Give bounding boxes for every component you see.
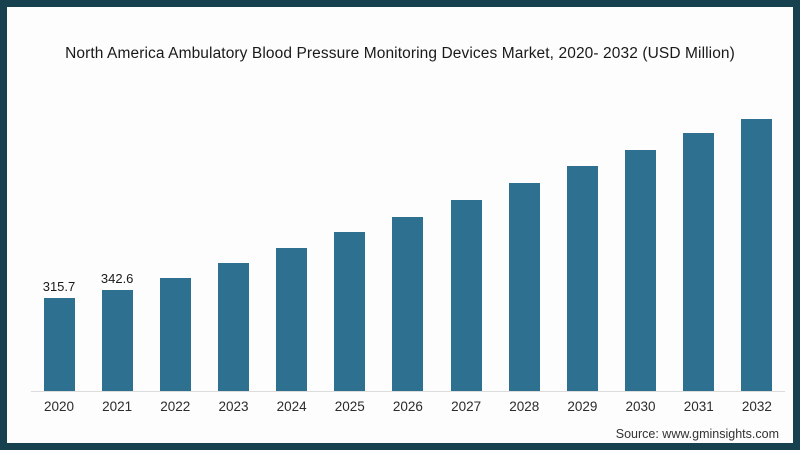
bar-value-label-2021: 342.6: [100, 270, 134, 286]
bar-2023: [217, 262, 249, 391]
bar-column-2024: [264, 95, 320, 391]
bar-value-label-2020: 315.7: [42, 278, 76, 294]
bar-column-2021: 342.6: [89, 95, 145, 391]
x-tick-label-2026: 2026: [392, 399, 423, 414]
x-tick-label-2032: 2032: [741, 399, 772, 414]
bar-2026: [392, 216, 424, 391]
bar-2029: [566, 166, 598, 391]
bar-column-2028: [496, 95, 552, 391]
x-tick-label-2022: 2022: [160, 399, 191, 414]
bar-2022: [159, 278, 191, 391]
source-credit: Source: www.gminsights.com: [615, 427, 779, 441]
bar-2024: [276, 247, 308, 391]
x-tick-label-2023: 2023: [218, 399, 249, 414]
x-tick-label-2027: 2027: [451, 399, 482, 414]
bar-column-2026: [380, 95, 436, 391]
bar-column-2029: [554, 95, 610, 391]
bar-column-2023: [205, 95, 261, 391]
bar-2027: [450, 200, 482, 391]
bar-column-2030: [613, 95, 669, 391]
x-tick-label-2030: 2030: [625, 399, 656, 414]
bar-2025: [334, 232, 366, 391]
x-tick-label-2020: 2020: [43, 399, 75, 414]
x-tick-label-2024: 2024: [276, 399, 307, 414]
x-tick-label-2025: 2025: [334, 399, 365, 414]
x-tick-label-2021: 2021: [102, 399, 133, 414]
bar-column-2032: [729, 95, 785, 391]
bar-2030: [625, 150, 657, 391]
chart-title: North America Ambulatory Blood Pressure …: [65, 45, 735, 62]
bar-2020: [43, 297, 75, 391]
bar-2032: [741, 119, 773, 391]
bar-column-2031: [671, 95, 727, 391]
bar-column-2020: 315.7: [31, 95, 87, 391]
x-tick-label-2029: 2029: [567, 399, 598, 414]
x-axis-labels: 2020 2021 2022 2023 2024 2025 2026 2027 2028 2029…: [31, 399, 785, 414]
bar-2021: [101, 289, 133, 391]
x-tick-label-2028: 2028: [509, 399, 540, 414]
bar-2028: [508, 183, 540, 391]
bar-column-2027: [438, 95, 494, 391]
x-tick-label-2031: 2031: [683, 399, 714, 414]
bar-column-2025: [322, 95, 378, 391]
plot-area: 315.7 342.6: [31, 95, 785, 392]
bar-2031: [683, 133, 715, 391]
bar-column-2022: [147, 95, 203, 391]
